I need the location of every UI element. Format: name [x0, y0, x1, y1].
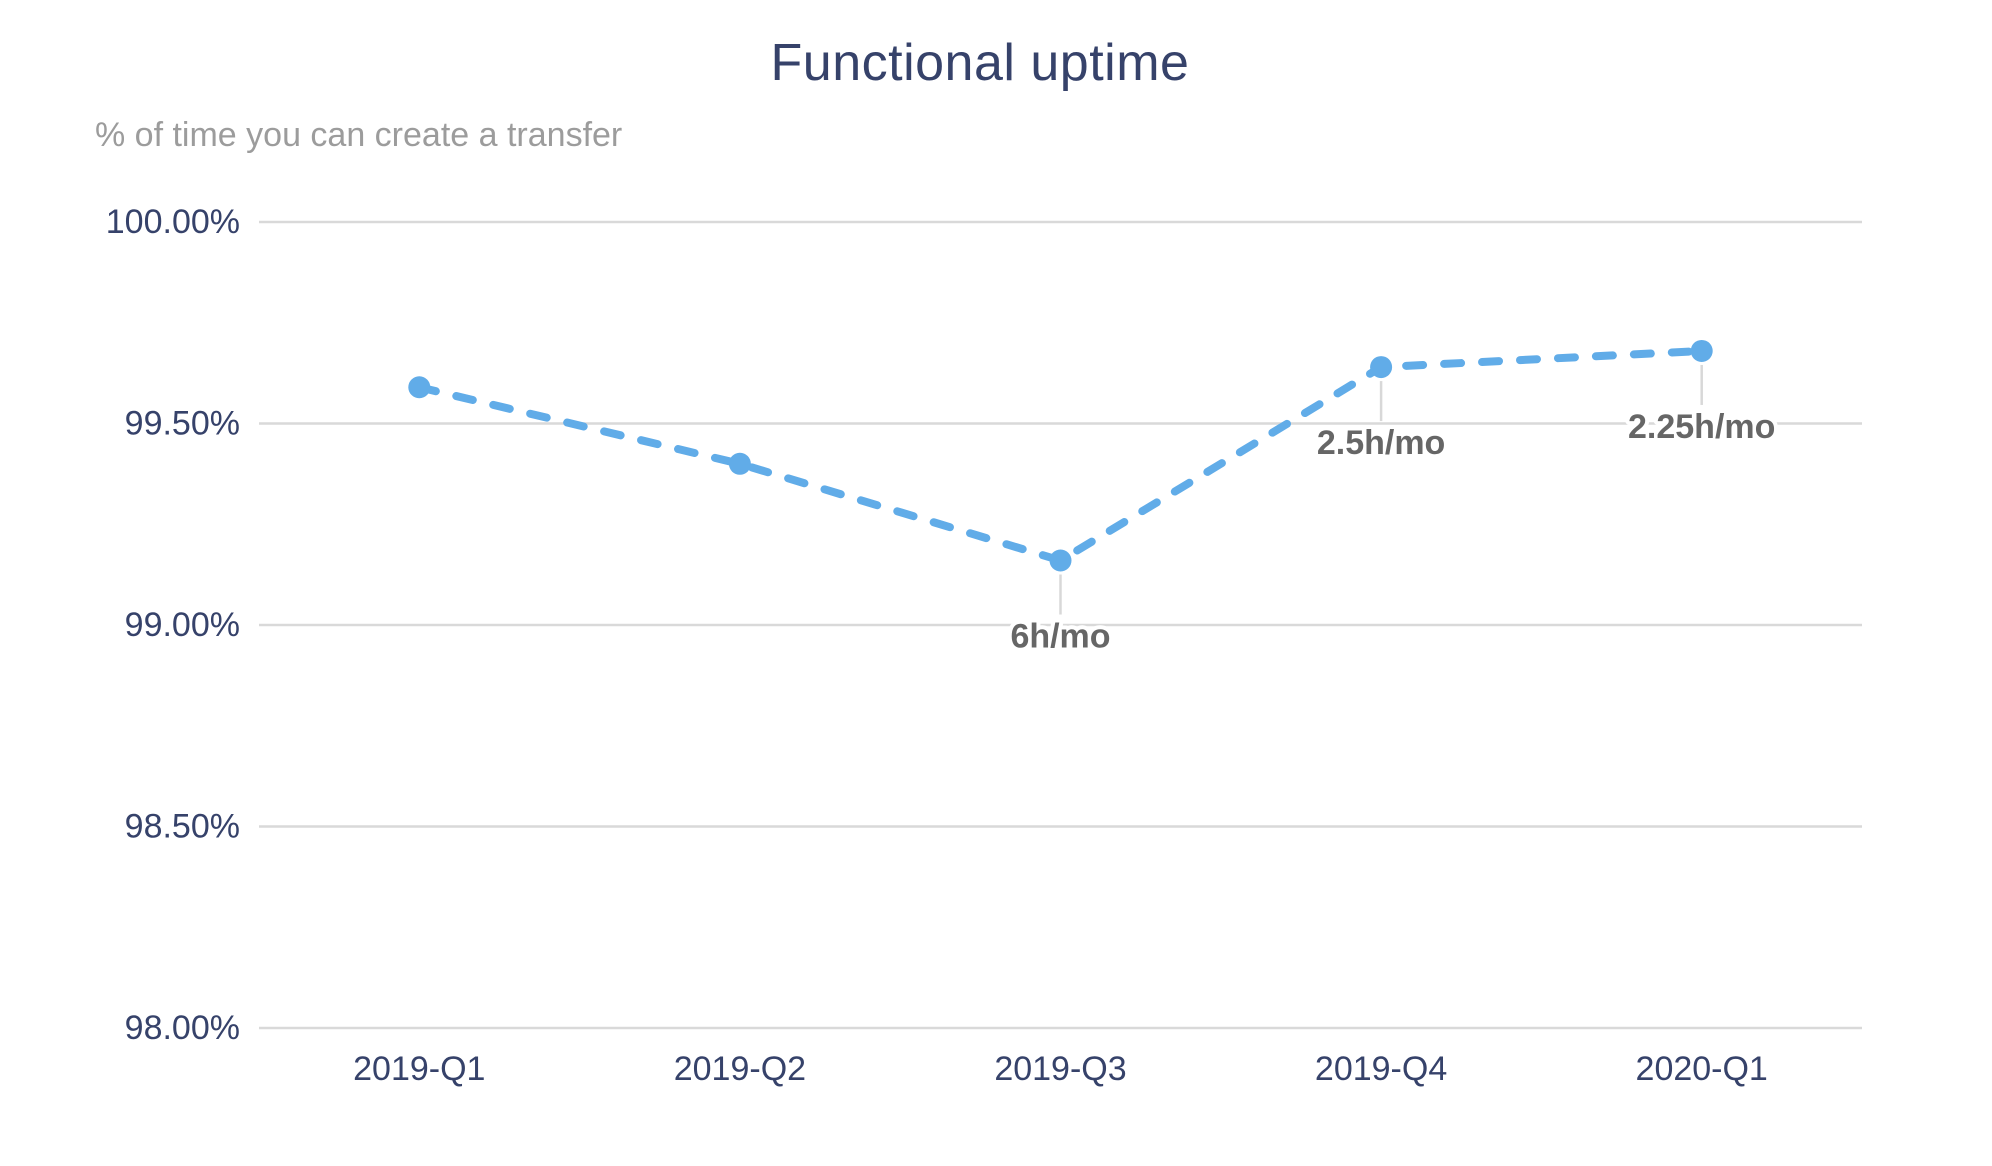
annotation-label: 2.5h/mo	[1317, 424, 1445, 462]
y-tick-label: 99.00%	[125, 606, 240, 644]
x-tick-label: 2019-Q1	[353, 1050, 485, 1088]
x-tick-label: 2019-Q2	[674, 1050, 806, 1088]
chart-title: Functional uptime	[770, 34, 1190, 92]
series-line	[415, 346, 1706, 565]
data-point-marker	[1049, 549, 1072, 572]
data-point-marker	[408, 376, 431, 399]
data-point-marker	[1370, 356, 1393, 379]
y-tick-label: 98.00%	[125, 1009, 240, 1047]
y-tick-label: 99.50%	[125, 405, 240, 443]
data-point-marker	[728, 452, 751, 475]
x-tick-label: 2020-Q1	[1636, 1050, 1768, 1088]
x-tick-label: 2019-Q3	[994, 1050, 1126, 1088]
y-tick-label: 98.50%	[125, 808, 240, 846]
annotation-label: 6h/mo	[1010, 618, 1110, 656]
chart-subtitle: % of time you can create a transfer	[95, 116, 623, 154]
data-point-marker	[1690, 339, 1713, 362]
annotation-label: 2.25h/mo	[1628, 408, 1775, 446]
x-tick-label: 2019-Q4	[1315, 1050, 1447, 1088]
y-tick-label: 100.00%	[106, 203, 240, 241]
